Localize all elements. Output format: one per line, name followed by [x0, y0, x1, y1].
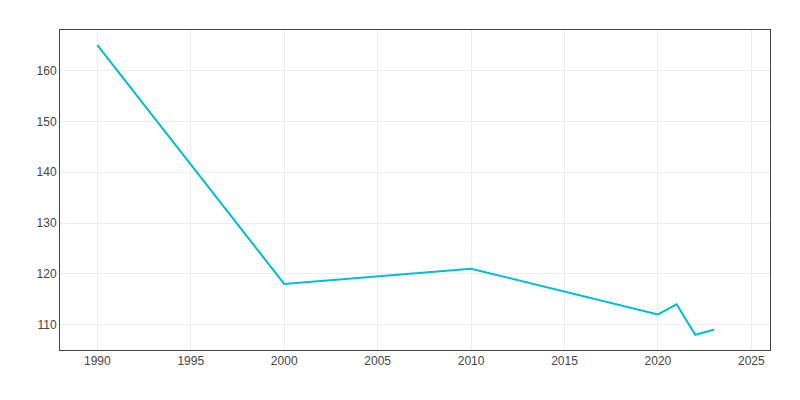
svg-text:150: 150	[37, 115, 57, 129]
svg-text:1995: 1995	[177, 354, 204, 368]
svg-text:2005: 2005	[364, 354, 391, 368]
svg-text:2015: 2015	[551, 354, 578, 368]
svg-text:110: 110	[37, 318, 56, 332]
svg-text:2010: 2010	[458, 354, 485, 368]
svg-text:2020: 2020	[645, 354, 672, 368]
svg-text:140: 140	[37, 165, 57, 179]
svg-text:1990: 1990	[84, 354, 111, 368]
svg-text:2000: 2000	[271, 354, 298, 368]
svg-text:2025: 2025	[738, 354, 765, 368]
svg-text:130: 130	[37, 216, 57, 230]
svg-text:160: 160	[37, 64, 57, 78]
svg-text:120: 120	[37, 267, 57, 281]
